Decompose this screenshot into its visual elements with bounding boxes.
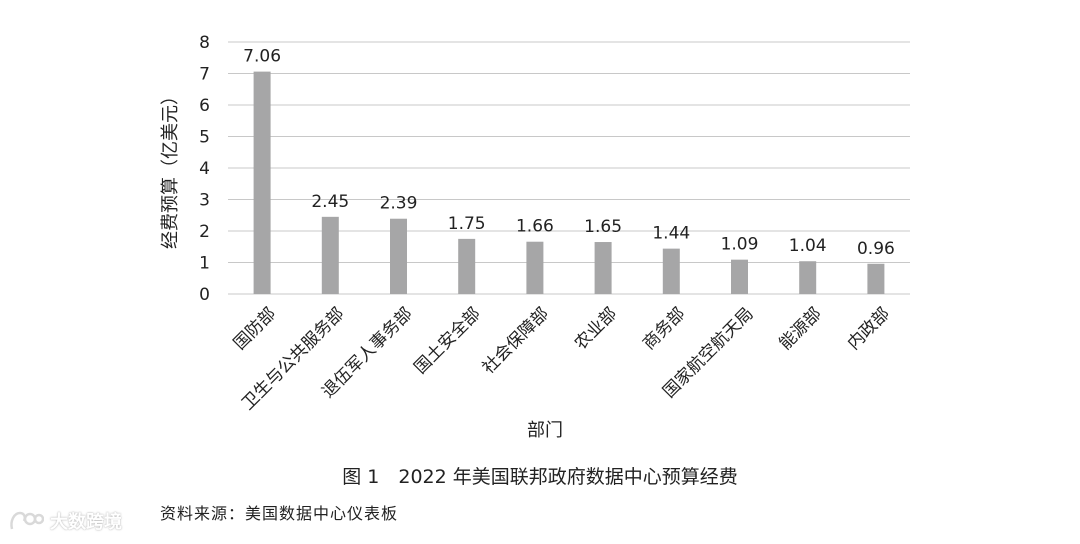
- watermark-text: 大数跨境: [50, 512, 122, 533]
- y-tick-label: 5: [199, 128, 210, 148]
- x-axis-title: 部门: [527, 420, 563, 441]
- y-tick-label: 8: [199, 33, 210, 53]
- bar: [390, 218, 407, 294]
- watermark: 大数跨境: [8, 508, 122, 534]
- y-tick-label: 6: [199, 96, 210, 116]
- data-label: 1.09: [721, 235, 759, 255]
- bar-chart: 0 1 2 3 4 5 6 7 8 7.06 国防部 2.45 卫生与公共服务部 2.39 退伍军人事务部 1…: [160, 33, 910, 441]
- chart-canvas: 0123456787.06国防部2.45卫生与公共服务部2.39退伍军人事务部1…: [160, 33, 910, 441]
- y-tick-label: 2: [199, 222, 210, 242]
- data-label: 1.04: [789, 236, 827, 256]
- y-tick-label: 4: [199, 159, 210, 179]
- bar: [458, 238, 476, 294]
- data-label: 1.65: [584, 217, 622, 237]
- y-tick-label: 1: [199, 254, 210, 274]
- bar: [321, 216, 339, 294]
- x-tick-label: 内政部: [844, 304, 894, 354]
- bar: [799, 261, 817, 294]
- data-label: 2.45: [311, 192, 349, 212]
- bar: [867, 263, 885, 294]
- data-label: 1.44: [652, 224, 690, 244]
- data-label: 7.06: [243, 47, 281, 67]
- x-tick-label: 国土安全部: [410, 304, 484, 378]
- x-tick-label: 农业部: [571, 304, 621, 354]
- brand-logo-icon: [10, 511, 44, 530]
- bar: [253, 71, 271, 294]
- bar: [526, 241, 544, 294]
- x-tick-label: 能源部: [776, 304, 826, 354]
- data-label: 1.66: [516, 217, 554, 237]
- bar: [594, 242, 612, 294]
- figure-caption: 图 1 2022 年美国联邦政府数据中心预算经费: [342, 466, 738, 488]
- data-label: 2.39: [380, 194, 418, 214]
- x-tick-label: 商务部: [639, 304, 689, 354]
- y-tick-label: 3: [199, 191, 210, 211]
- y-tick-label: 0: [199, 285, 210, 305]
- x-tick-label: 国防部: [230, 304, 280, 354]
- bar: [662, 248, 680, 294]
- bar: [731, 259, 748, 294]
- source-note: 资料来源：美国数据中心仪表板: [160, 504, 399, 523]
- y-tick-label: 7: [199, 65, 210, 85]
- data-label: 1.75: [448, 214, 486, 234]
- data-label: 0.96: [857, 239, 895, 259]
- y-axis-title: 经费预算（亿美元）: [160, 87, 181, 249]
- x-tick-label: 社会保障部: [479, 304, 553, 378]
